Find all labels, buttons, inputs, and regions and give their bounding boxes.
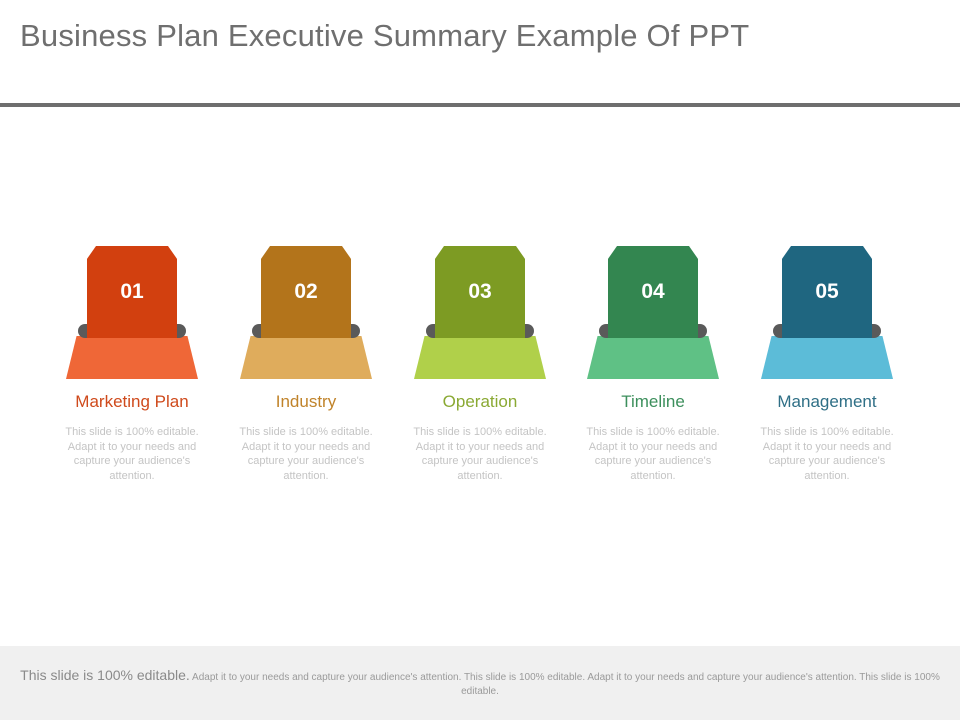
step-label: Management bbox=[777, 392, 877, 411]
step-base bbox=[414, 336, 546, 379]
slide-title: Business Plan Executive Summary Example … bbox=[20, 18, 750, 53]
step-base bbox=[587, 336, 719, 379]
footer-body: Adapt it to your needs and capture your … bbox=[192, 672, 940, 697]
step-description: This slide is 100% editable. Adapt it to… bbox=[586, 426, 720, 482]
step-number: 04 bbox=[641, 280, 665, 303]
step-base bbox=[240, 336, 372, 379]
step-tab: 02 bbox=[261, 246, 351, 338]
step-base bbox=[66, 336, 198, 379]
step-tab: 01 bbox=[87, 246, 177, 338]
step-label: Operation bbox=[442, 392, 518, 411]
step-number: 03 bbox=[468, 280, 492, 303]
step-description: This slide is 100% editable. Adapt it to… bbox=[413, 426, 547, 482]
title-divider bbox=[0, 103, 960, 107]
step-label: Timeline bbox=[621, 392, 685, 411]
step-description: This slide is 100% editable. Adapt it to… bbox=[760, 426, 894, 482]
step-card-2: 02 Industry This slide is 100% editable.… bbox=[239, 246, 373, 491]
step-label: Industry bbox=[275, 392, 337, 411]
step-tab: 04 bbox=[608, 246, 698, 338]
footer-text: This slide is 100% editable. Adapt it to… bbox=[10, 668, 950, 699]
step-card-3: 03 Operation This slide is 100% editable… bbox=[413, 246, 547, 491]
step-label: Marketing Plan bbox=[75, 392, 189, 411]
step-number: 05 bbox=[815, 280, 839, 303]
step-card-4: 04 Timeline This slide is 100% editable.… bbox=[586, 246, 720, 491]
step-base bbox=[761, 336, 893, 379]
footer-bar: This slide is 100% editable. Adapt it to… bbox=[0, 646, 960, 720]
step-number: 01 bbox=[120, 280, 144, 303]
footer-lead: This slide is 100% editable. bbox=[20, 667, 190, 683]
step-number: 02 bbox=[294, 280, 318, 303]
step-description: This slide is 100% editable. Adapt it to… bbox=[65, 426, 199, 482]
step-card-5: 05 Management This slide is 100% editabl… bbox=[760, 246, 894, 491]
step-card-1: 01 Marketing Plan This slide is 100% edi… bbox=[65, 246, 199, 491]
step-tab: 03 bbox=[435, 246, 525, 338]
step-tab: 05 bbox=[782, 246, 872, 338]
step-description: This slide is 100% editable. Adapt it to… bbox=[239, 426, 373, 482]
